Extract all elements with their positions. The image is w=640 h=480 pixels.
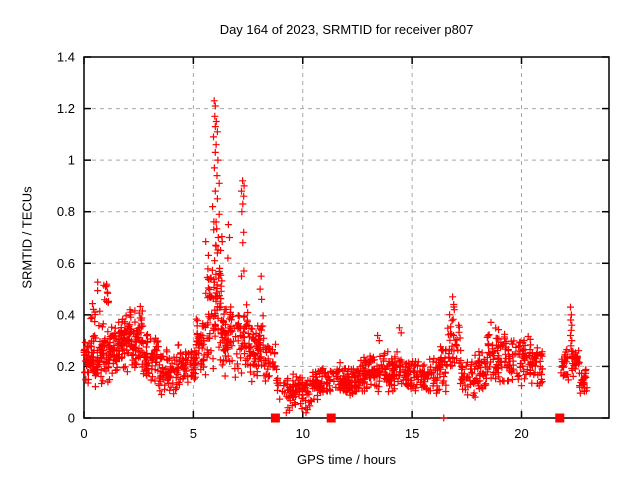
x-tick-label: 5 — [190, 426, 197, 441]
plot-border — [83, 56, 610, 419]
zero-line-square-marker — [270, 413, 280, 423]
y-tick-label: 1.4 — [57, 50, 75, 65]
scatter-points — [80, 97, 591, 423]
x-tick-label: 0 — [80, 426, 87, 441]
y-tick-label: 0.6 — [57, 256, 75, 271]
y-tick-label: 1 — [68, 153, 75, 168]
x-tick-label: 20 — [514, 426, 528, 441]
x-axis-label: GPS time / hours — [297, 452, 396, 467]
y-tick-label: 0 — [68, 411, 75, 426]
tick-labels: 0 5 10 15 20 0 0.2 0.4 0.6 0.8 1 1.2 1.4 — [57, 50, 529, 442]
data-point-markers — [80, 97, 591, 422]
x-tick-label: 15 — [405, 426, 419, 441]
chart-title: Day 164 of 2023, SRMTID for receiver p80… — [219, 22, 474, 37]
x-tick-label: 10 — [296, 426, 310, 441]
y-tick-label: 0.2 — [57, 359, 75, 374]
zero-line-square-marker — [555, 413, 565, 423]
y-tick-label: 1.2 — [57, 101, 75, 116]
y-tick-label: 0.8 — [57, 204, 75, 219]
zero-line-square-marker — [326, 413, 336, 423]
y-tick-label: 0.4 — [57, 307, 75, 322]
